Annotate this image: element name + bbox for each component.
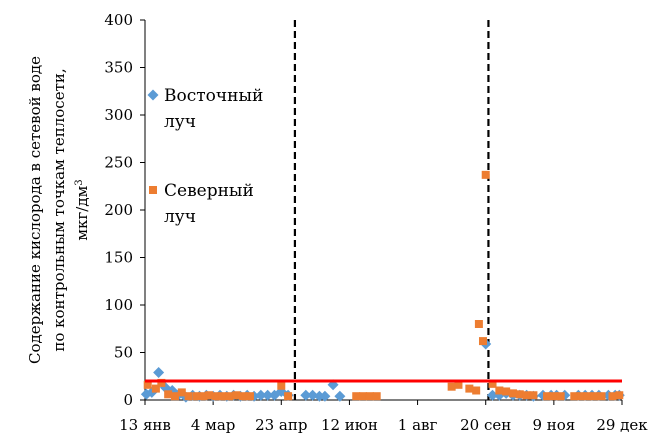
y-tick-label: 200 — [104, 201, 133, 219]
north-beam-point — [615, 391, 624, 400]
north-beam-point — [359, 392, 368, 401]
east-beam-point — [487, 389, 499, 401]
east-beam-point — [255, 389, 267, 401]
x-tick-label: 13 янв — [119, 416, 171, 434]
y-axis-title: по контрольным точкам теплосети, — [50, 68, 68, 351]
x-tick-label: 9 ноя — [532, 416, 575, 434]
y-tick-label: 0 — [123, 391, 133, 409]
north-beam-point — [211, 392, 220, 401]
north-beam-point — [199, 392, 208, 401]
north-beam-point — [495, 386, 504, 395]
north-beam-point — [170, 392, 179, 401]
x-tick-label: 12 июн — [321, 416, 378, 434]
north-beam-point — [277, 381, 286, 390]
east-beam-point — [153, 366, 165, 378]
north-beam-point — [454, 380, 463, 389]
north-beam-point — [352, 392, 361, 401]
north-beam-point — [205, 391, 214, 400]
north-beam-point — [478, 337, 487, 346]
north-beam-point — [481, 170, 490, 179]
north-beam-point — [225, 392, 234, 401]
north-beam-point — [184, 392, 193, 401]
north-beam-point — [365, 392, 374, 401]
north-beam-point — [472, 386, 481, 395]
y-tick-label: 50 — [114, 344, 133, 362]
north-beam-point — [597, 392, 606, 401]
north-beam-point — [508, 389, 517, 398]
north-beam-point — [549, 392, 558, 401]
north-beam-point — [151, 384, 160, 393]
y-tick-label: 100 — [104, 296, 133, 314]
y-axis-title: мкг/дм3 — [73, 179, 91, 240]
legend-north-marker — [149, 186, 157, 194]
x-tick-label: 1 авг — [398, 416, 438, 434]
east-beam-point — [319, 390, 331, 402]
east-beam-point — [262, 389, 274, 401]
north-beam-point — [465, 384, 474, 393]
north-beam-point — [488, 379, 497, 388]
north-beam-point — [529, 391, 538, 400]
north-beam-point — [502, 387, 511, 396]
north-beam-point — [157, 378, 166, 387]
north-beam-point — [608, 392, 617, 401]
east-beam-point — [300, 389, 312, 401]
legend-label: луч — [164, 207, 196, 227]
north-beam-point — [583, 392, 592, 401]
north-beam-point — [232, 391, 241, 400]
x-tick-label: 23 апр — [255, 416, 307, 434]
north-beam-point — [522, 391, 531, 400]
y-tick-label: 300 — [104, 106, 133, 124]
north-beam-point — [164, 390, 173, 399]
north-beam-point — [245, 392, 254, 401]
y-tick-label: 250 — [104, 154, 133, 172]
north-beam-point — [447, 382, 456, 391]
legend-east-marker — [147, 89, 159, 101]
north-beam-point — [474, 320, 483, 328]
north-beam-point — [577, 392, 586, 401]
legend-label: луч — [164, 112, 196, 132]
x-tick-label: 4 мар — [191, 416, 236, 434]
north-beam-point — [515, 390, 524, 399]
north-beam-point — [284, 392, 293, 401]
north-beam-point — [570, 392, 579, 401]
north-beam-point — [177, 388, 186, 397]
y-tick-label: 150 — [104, 249, 133, 267]
east-beam-point — [307, 389, 319, 401]
north-beam-point — [372, 392, 381, 401]
legend-label: Восточный — [164, 86, 263, 106]
legend-label: Северный — [164, 181, 254, 201]
north-beam-point — [143, 380, 152, 389]
north-beam-point — [192, 392, 201, 401]
y-tick-label: 350 — [104, 59, 133, 77]
x-tick-label: 20 сен — [460, 416, 511, 434]
north-beam-point — [239, 392, 248, 401]
y-tick-label: 400 — [104, 11, 133, 29]
x-tick-label: 29 дек — [596, 416, 648, 434]
north-beam-point — [556, 392, 565, 401]
north-beam-point — [218, 392, 227, 401]
north-beam-point — [590, 392, 599, 401]
east-beam-point — [334, 390, 346, 402]
north-beam-point — [543, 392, 552, 401]
y-axis-title: Содержание кислорода в сетевой воде — [26, 56, 44, 364]
